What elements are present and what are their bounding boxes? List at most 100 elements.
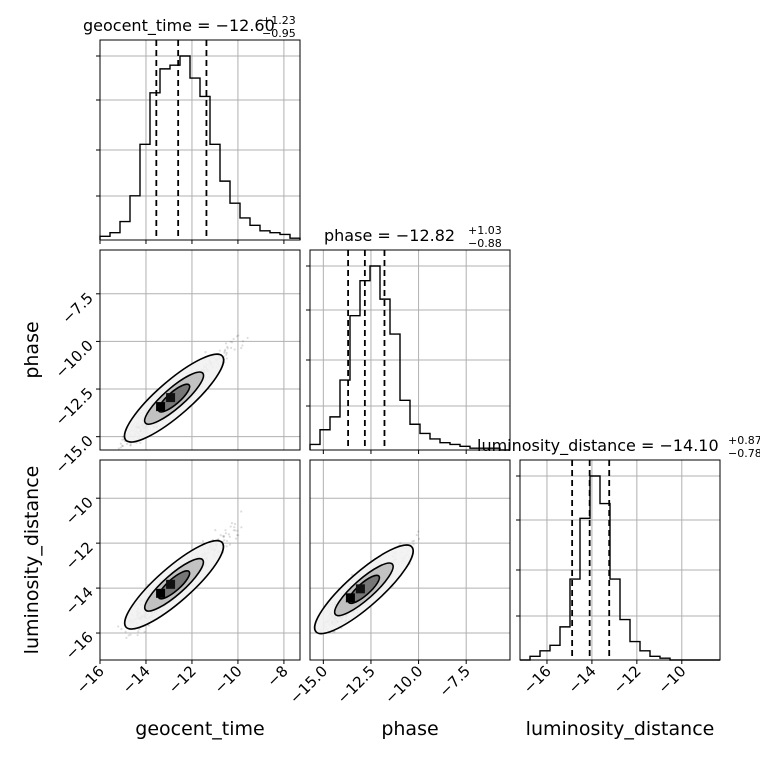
histogram-panel-luminosity-distance xyxy=(516,459,721,661)
title-luminosity-distance-upper: +0.87 xyxy=(728,434,760,447)
sample-point xyxy=(234,529,237,532)
panel-content xyxy=(313,530,421,635)
x-tick-label: −16 xyxy=(73,662,108,697)
sample-point xyxy=(237,334,240,337)
sample-point xyxy=(411,540,414,543)
y-axis-label-phase: phase xyxy=(21,321,43,378)
sample-point xyxy=(139,441,142,444)
sample-point xyxy=(136,634,139,637)
sample-point xyxy=(236,533,239,537)
sample-point xyxy=(223,539,226,542)
sample-point xyxy=(121,444,124,447)
sample-point xyxy=(121,444,125,448)
sample-point xyxy=(129,444,132,447)
title-geocent-time-upper: +1.23 xyxy=(262,14,296,27)
x-tick-label: −12.5 xyxy=(334,662,379,707)
sample-point xyxy=(204,351,207,354)
title-geocent-time-lower: −0.95 xyxy=(262,27,296,40)
sample-point xyxy=(240,510,243,513)
sample-point xyxy=(124,630,127,633)
sample-point xyxy=(233,522,237,526)
sample-point xyxy=(225,539,229,543)
sample-point xyxy=(219,534,222,537)
y-tick-label: −16 xyxy=(62,628,97,663)
sample-point xyxy=(224,532,227,535)
density-peak xyxy=(166,393,176,403)
panel-frame xyxy=(519,459,721,661)
x-tick-label: −14 xyxy=(565,662,600,697)
sample-point xyxy=(231,341,234,344)
x-tick-label: −10 xyxy=(211,662,246,697)
y-tick-label: −14 xyxy=(62,583,97,618)
sample-point xyxy=(232,337,235,341)
sample-point xyxy=(234,537,238,540)
sample-point xyxy=(117,447,120,450)
sample-point xyxy=(229,525,232,528)
sample-point xyxy=(119,446,123,449)
sample-point xyxy=(223,351,226,354)
sample-point xyxy=(228,535,231,538)
sample-point xyxy=(214,529,217,532)
sample-point xyxy=(226,347,229,350)
sample-point xyxy=(240,526,243,529)
sample-point xyxy=(224,342,228,345)
sample-point xyxy=(217,538,220,541)
sample-point xyxy=(222,534,225,538)
sample-point xyxy=(121,435,125,438)
x-axis-label-luminosity-distance: luminosity_distance xyxy=(526,718,715,740)
panel-frame xyxy=(99,459,301,661)
histogram-step xyxy=(309,265,510,451)
title-phase-main: phase = −12.82 xyxy=(324,226,455,245)
sample-point xyxy=(232,529,235,532)
sample-point xyxy=(241,340,245,343)
sample-point xyxy=(229,340,232,343)
sample-point xyxy=(125,442,129,445)
title-geocent-time-main: geocent_time = −12.60 xyxy=(83,16,275,36)
sample-point xyxy=(138,628,141,631)
sample-point xyxy=(230,346,233,350)
y-tick-label: −15.0 xyxy=(52,432,97,477)
histogram-panel-geocent-time xyxy=(96,39,301,241)
sample-point xyxy=(417,537,421,541)
sample-point xyxy=(129,633,132,636)
x-tick-label: −10 xyxy=(655,662,690,697)
panel-frame xyxy=(309,459,511,661)
sample-point xyxy=(412,543,415,546)
x-tick-label: −12 xyxy=(165,662,200,697)
y-axis-label-luminosity-distance: luminosity_distance xyxy=(21,466,43,655)
sample-point xyxy=(218,349,221,352)
x-tick-label: −14 xyxy=(119,662,154,697)
sample-point xyxy=(233,526,236,529)
sample-point xyxy=(241,344,244,347)
sample-point xyxy=(412,539,416,542)
sample-point xyxy=(225,357,228,360)
y-tick-label: −10.0 xyxy=(52,337,97,382)
sample-point xyxy=(399,542,402,545)
panel-frame xyxy=(309,249,511,451)
sample-point xyxy=(230,521,234,525)
density-peak xyxy=(345,593,355,603)
x-axis-label-geocent-time: geocent_time xyxy=(135,718,264,740)
sample-point xyxy=(225,545,228,548)
sample-point xyxy=(233,348,236,351)
sample-point xyxy=(147,624,151,627)
panel-frame xyxy=(99,39,301,241)
sample-point xyxy=(235,335,239,338)
sample-point xyxy=(236,529,239,532)
title-luminosity-distance: luminosity_distance = −14.10 +0.87 −0.78 xyxy=(477,434,760,460)
y-tick-label: −12.5 xyxy=(52,384,97,429)
sample-point xyxy=(417,530,420,533)
sample-point xyxy=(225,351,228,354)
x-tick-label: −12 xyxy=(610,662,645,697)
sample-point xyxy=(143,630,146,633)
sample-point xyxy=(137,630,140,633)
y-tick-label: −12 xyxy=(62,538,97,573)
panel-content xyxy=(117,510,243,639)
sample-point xyxy=(127,634,130,637)
sample-point xyxy=(117,625,120,628)
x-tick-label: −10.0 xyxy=(381,662,426,707)
scatter-panel-phase-vs-luminosity-distance xyxy=(309,459,511,661)
sample-point xyxy=(223,535,226,538)
panel-content xyxy=(117,334,249,450)
sample-point xyxy=(125,636,128,639)
